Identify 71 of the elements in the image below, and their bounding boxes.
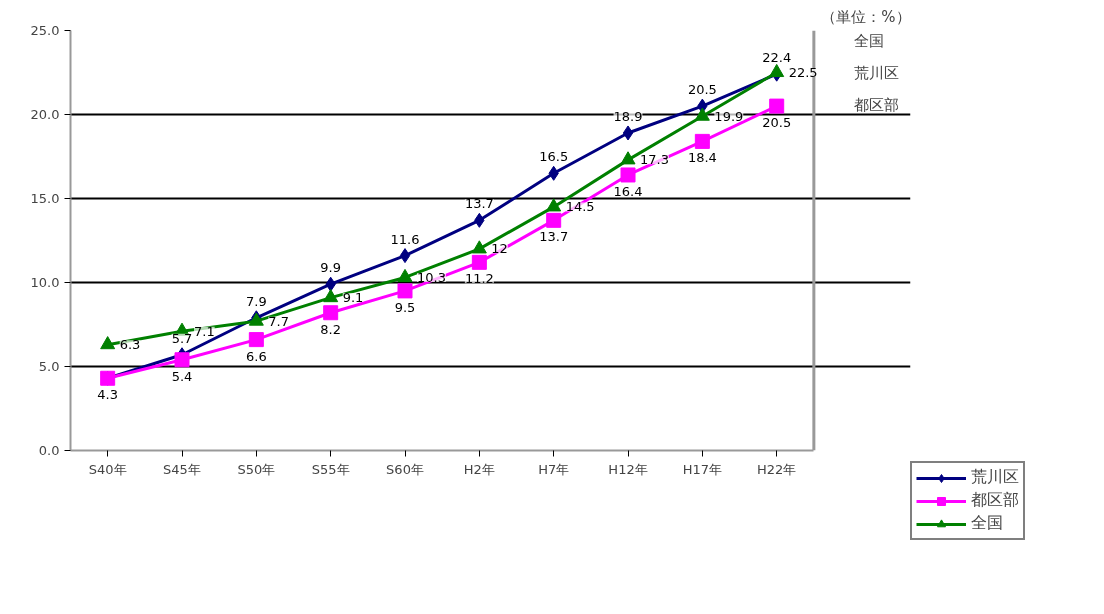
data-label: 11.6 (390, 231, 420, 247)
point (694, 107, 710, 121)
data-label: 10.3 (417, 269, 446, 285)
data-label: 8.2 (320, 321, 342, 337)
data-label: 5.7 (171, 330, 193, 346)
point (100, 336, 116, 350)
point (174, 352, 190, 368)
text: 荒川区 (853, 63, 899, 82)
data-label: 13.7 (464, 196, 494, 212)
data-label: 18.9 (613, 108, 643, 124)
data-label: 22.4 (762, 50, 792, 66)
point (471, 254, 487, 270)
point (769, 63, 785, 78)
data-label: 13.7 (539, 229, 569, 245)
x-tick-label: H2年 (463, 461, 495, 477)
data-label: 5.4 (171, 368, 193, 384)
data-label: 20.5 (687, 82, 717, 98)
y-tick-label: 25.0 (30, 23, 60, 38)
data-label: 7.7 (268, 313, 290, 329)
x-tick-label: S60年 (386, 461, 424, 477)
text: 都区部 (853, 95, 899, 114)
y-tick-label: 5.0 (38, 359, 60, 374)
x-tick-label: H12年 (608, 461, 648, 477)
data-label: 14.5 (565, 199, 595, 215)
data-label: 9.1 (342, 290, 364, 306)
x-tick-label: S40年 (88, 461, 127, 477)
x-tick-label: S45年 (163, 461, 201, 477)
x-tick-label: S55年 (311, 461, 350, 477)
point (546, 212, 562, 228)
text: （単位：%） (821, 7, 911, 26)
point (620, 167, 636, 183)
data-label: 18.4 (687, 150, 717, 166)
data-label: 20.5 (762, 115, 792, 131)
legend-label: 都区部 (971, 490, 1019, 511)
point (397, 268, 413, 282)
y-tick-label: 20.0 (30, 107, 60, 122)
point (620, 151, 636, 165)
data-label: 16.5 (539, 149, 569, 165)
point (323, 289, 339, 303)
x-tick-label: H7年 (538, 461, 570, 477)
y-tick-label: 10.0 (30, 275, 60, 290)
point (397, 283, 413, 299)
y-tick-label: 15.0 (30, 191, 60, 206)
point (323, 305, 339, 321)
point (546, 198, 562, 212)
data-label: 9.9 (320, 260, 342, 276)
data-label: 22.5 (788, 65, 818, 80)
data-label: 7.1 (194, 323, 215, 339)
data-label: 4.3 (97, 387, 119, 403)
point (622, 125, 634, 141)
legend-label: 全国 (971, 513, 1003, 534)
point (471, 240, 487, 254)
data-label: 6.6 (246, 348, 267, 364)
point (694, 133, 710, 149)
point (769, 98, 785, 114)
data-label: 16.4 (613, 183, 643, 199)
y-tick-label: 0.0 (38, 443, 60, 458)
x-tick-label: H22年 (757, 461, 797, 477)
point (248, 332, 264, 348)
point (399, 248, 411, 264)
x-tick-label: S50年 (237, 461, 276, 477)
data-label: 12 (491, 241, 508, 257)
x-tick-label: H17年 (682, 461, 723, 477)
data-label: 11.2 (464, 271, 494, 287)
data-label: 17.3 (640, 152, 669, 168)
data-label: 7.9 (246, 293, 267, 309)
legend-label: 荒川区 (971, 467, 1019, 488)
data-label: 9.5 (394, 299, 416, 315)
text: 全国 (853, 31, 884, 50)
data-label: 19.9 (714, 108, 744, 124)
data-label: 6.3 (119, 337, 141, 353)
